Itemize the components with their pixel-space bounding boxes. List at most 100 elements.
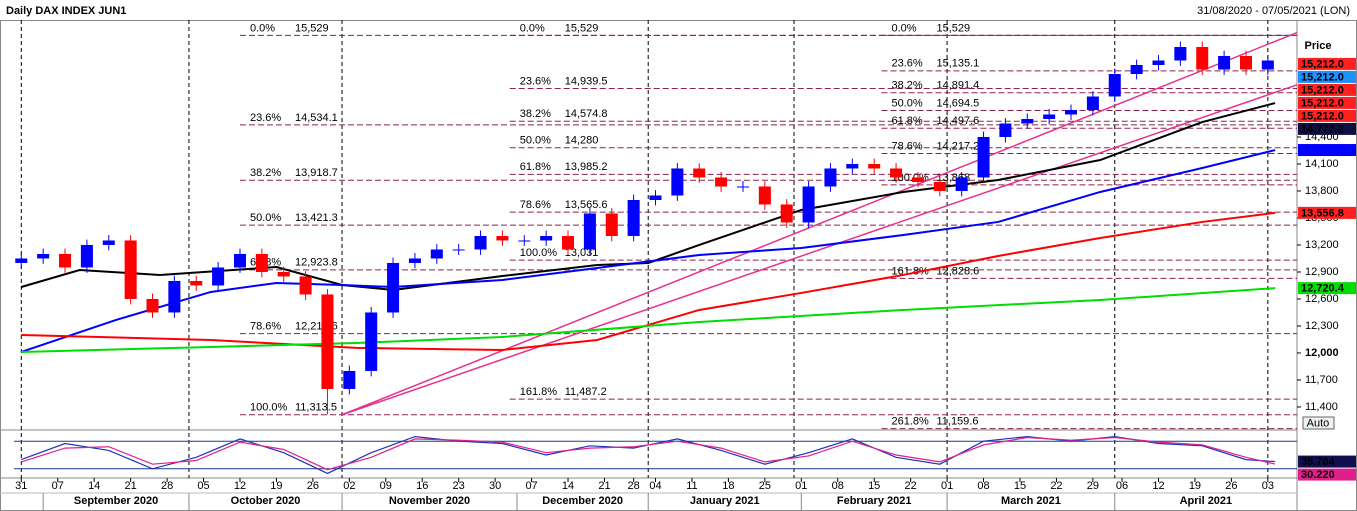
price-marker-label: 12,720.4 <box>1301 283 1345 295</box>
price-marker-label: 15,212.0 <box>1301 71 1344 83</box>
auto-button[interactable] <box>1302 416 1335 430</box>
x-tick-label: 15 <box>1014 480 1026 492</box>
x-tick-label: 07 <box>525 480 537 492</box>
candle-body <box>1261 60 1274 70</box>
candle-body <box>540 235 553 241</box>
fib-pct: 23.6% <box>520 75 551 87</box>
candle-body <box>627 199 640 236</box>
candle-body <box>1196 46 1209 70</box>
fib-price: 15,529 <box>295 22 329 34</box>
y-tick-label: 12,300 <box>1305 320 1339 332</box>
fib-price: 12,828.6 <box>936 265 979 277</box>
fib-price: 13,421.3 <box>295 212 338 224</box>
month-label: September 2020 <box>74 495 158 507</box>
fib-pct: 100.0% <box>520 247 558 259</box>
y-tick-label: 11,400 <box>1305 401 1338 413</box>
candle-body <box>890 168 903 178</box>
price-marker <box>1298 109 1356 122</box>
y-tick-label: 13,800 <box>1305 185 1339 197</box>
candle-body <box>299 276 312 295</box>
x-tick-label: 28 <box>161 480 173 492</box>
price-marker-label: 15,212.0 <box>1301 110 1344 122</box>
x-tick-label: 12 <box>1152 480 1164 492</box>
x-tick-label: 19 <box>270 480 282 492</box>
x-tick-label: 25 <box>759 480 771 492</box>
x-tick-label: 22 <box>905 480 917 492</box>
fib-pct: 78.6% <box>250 320 281 332</box>
y-tick-label: 12,600 <box>1305 293 1339 305</box>
x-tick-label: 22 <box>1050 480 1062 492</box>
candle-body <box>1086 96 1099 110</box>
candle-body <box>649 195 662 200</box>
price-marker <box>1298 468 1356 481</box>
fib-pct: 23.6% <box>891 58 922 70</box>
y-tick-label: 11,700 <box>1305 374 1338 386</box>
candle-body <box>1174 46 1187 61</box>
price-marker-label: 35.704 <box>1301 456 1336 468</box>
price-marker <box>1298 83 1356 96</box>
fib-pct: 50.0% <box>891 97 922 109</box>
price-marker-label: 30.220 <box>1301 469 1335 481</box>
fib-pct: 261.8% <box>891 416 929 428</box>
price-marker-label: 15,212.0 <box>1301 84 1344 96</box>
fib-pct: 38.2% <box>891 80 922 92</box>
price-marker <box>1298 206 1356 219</box>
price-marker <box>1298 57 1356 70</box>
fib-price: 14,939.5 <box>565 75 608 87</box>
candle-body <box>387 262 400 313</box>
candle-body <box>736 186 749 188</box>
x-tick-label: 04 <box>649 480 661 492</box>
x-tick-label: 08 <box>977 480 989 492</box>
y-tick-label: 12,900 <box>1305 266 1339 278</box>
candle-body <box>605 213 618 236</box>
fib-price: 12,923.8 <box>295 257 338 269</box>
fib-pct: 38.2% <box>250 167 281 179</box>
price-marker <box>1298 455 1356 468</box>
y-axis-title: Price <box>1305 40 1332 52</box>
fib-pct: 50.0% <box>520 135 551 147</box>
month-label: January 2021 <box>690 495 760 507</box>
price-marker <box>1298 144 1356 157</box>
candle-body <box>583 213 596 250</box>
x-tick-label: 14 <box>88 480 100 492</box>
fib-price: 14,217.2 <box>936 140 979 152</box>
x-tick-label: 26 <box>1225 480 1237 492</box>
fib-price: 14,694.5 <box>936 97 979 109</box>
y-tick-label: 14,100 <box>1305 158 1339 170</box>
date-range: 31/08/2020 - 07/05/2021 (LON) <box>1197 5 1350 17</box>
candle-body <box>146 298 159 313</box>
fib-price: 14,574.8 <box>565 108 608 120</box>
fib-price: 15,135.1 <box>936 58 979 70</box>
fib-pct: 78.6% <box>891 140 922 152</box>
fib-price: 14,891.4 <box>936 80 979 92</box>
candle-body <box>562 235 575 250</box>
fib-pct: 38.2% <box>520 108 551 120</box>
candle-body <box>124 240 137 299</box>
x-tick-label: 01 <box>941 480 953 492</box>
x-tick-label: 31 <box>15 480 27 492</box>
candle-body <box>452 249 465 251</box>
auto-button-label[interactable]: Auto <box>1307 417 1330 429</box>
fib-pct: 78.6% <box>520 199 551 211</box>
candle-body <box>715 177 728 187</box>
price-marker <box>1298 282 1356 295</box>
candle-body <box>102 240 115 245</box>
candle-body <box>846 163 859 169</box>
candle-body <box>233 253 246 268</box>
x-tick-label: 03 <box>1262 480 1274 492</box>
fib-pct: 61.8% <box>891 115 922 127</box>
candle-body <box>408 258 421 263</box>
fib-price: 14,280 <box>565 135 599 147</box>
candle-body <box>190 280 203 286</box>
fib-price: 13,565.6 <box>565 199 608 211</box>
candle-body <box>1152 60 1165 65</box>
candle-body <box>430 249 443 259</box>
candle-body <box>1130 64 1143 74</box>
moving-average <box>21 287 1276 353</box>
fib-price: 13,918.7 <box>295 167 338 179</box>
candle-body <box>321 294 334 389</box>
price-marker <box>1298 70 1356 83</box>
candle-body <box>1239 55 1252 70</box>
